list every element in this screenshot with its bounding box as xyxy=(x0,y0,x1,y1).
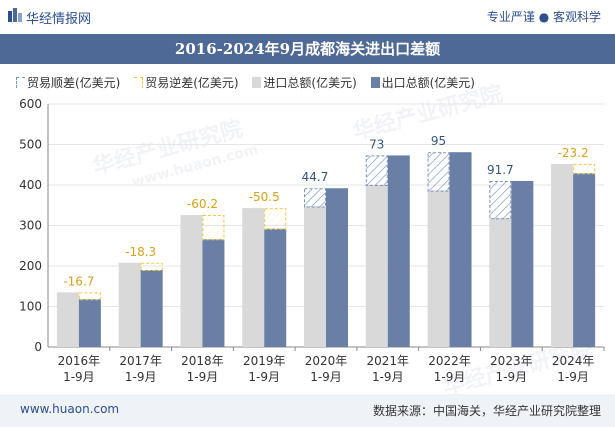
surplus-segment-4 xyxy=(304,188,326,208)
export-bar-7 xyxy=(511,180,534,347)
surplus-swatch xyxy=(16,77,25,88)
export-bar-1 xyxy=(140,270,163,347)
export-swatch xyxy=(370,77,380,88)
export-bar-6 xyxy=(449,152,472,347)
export-bar-3 xyxy=(264,228,287,347)
slogan: 专业严谨 ● 客观科学 xyxy=(486,10,601,24)
import-bar-5 xyxy=(365,185,388,347)
balance-label-2: -60.2 xyxy=(187,197,218,211)
x-tick-label-6-line-1: 1-9月 xyxy=(434,370,466,384)
legend-item-deficit: 贸易逆差(亿美元) xyxy=(134,74,239,91)
x-tick-label-0-line-0: 2016年 xyxy=(58,354,101,368)
export-bar-4 xyxy=(326,188,348,347)
deficit-segment-1 xyxy=(140,262,163,272)
balance-label-5: 73 xyxy=(369,137,384,151)
import-bar-0 xyxy=(56,292,79,347)
import-bar-6 xyxy=(427,190,450,347)
data-source: 数据来源：中国海关，华经产业研究院整理 xyxy=(372,404,601,418)
export-bar-5 xyxy=(387,155,410,347)
balance-label-0: -16.7 xyxy=(63,274,94,288)
legend: 贸易顺差(亿美元) 贸易逆差(亿美元) 进口总额(亿美元) 出口总额(亿美元) xyxy=(16,74,485,94)
balance-label-1: -18.3 xyxy=(125,245,156,259)
title-bar: 2016-2024年9月成都海关进出口差额 xyxy=(0,34,615,64)
y-tick-label-4: 400 xyxy=(19,178,42,192)
import-bar-1 xyxy=(118,262,141,347)
y-tick-label-2: 200 xyxy=(19,259,42,273)
logo-icon xyxy=(8,8,22,22)
x-tick-label-8-line-0: 2024年 xyxy=(552,354,595,368)
x-tick-label-4-line-1: 1-9月 xyxy=(310,370,342,384)
legend-item-surplus: 贸易顺差(亿美元) xyxy=(16,74,120,91)
x-tick-label-3-line-1: 1-9月 xyxy=(248,370,280,384)
legend-item-export: 出口总额(亿美元) xyxy=(370,74,475,91)
balance-label-7: 91.7 xyxy=(487,163,514,177)
surplus-segment-6 xyxy=(427,152,450,192)
deficit-swatch xyxy=(134,77,144,88)
export-bar-2 xyxy=(202,239,225,347)
legend-item-import: 进口总额(亿美元) xyxy=(252,74,357,91)
chart-svg: 0 100 200 300 400 500 600 -16.7 2016年 1-9月 -18.3 20… xyxy=(19,97,605,384)
legend-label-export: 出口总额(亿美元) xyxy=(381,76,475,90)
footer: www.huaon.com 数据来源：中国海关，华经产业研究院整理 xyxy=(0,394,615,427)
balance-label-4: 44.7 xyxy=(302,170,329,184)
deficit-segment-0 xyxy=(78,292,101,301)
header: 华经情报网 专业严谨 ● 客观科学 xyxy=(0,0,615,34)
x-tick-label-6-line-0: 2022年 xyxy=(428,354,471,368)
balance-label-3: -50.5 xyxy=(249,190,280,204)
y-tick-label-5: 500 xyxy=(19,138,42,152)
balance-label-6: 95 xyxy=(431,134,446,148)
x-tick-label-1-line-1: 1-9月 xyxy=(125,370,157,384)
balance-label-8: -23.2 xyxy=(558,146,589,160)
legend-label-import: 进口总额(亿美元) xyxy=(263,76,357,90)
deficit-segment-8 xyxy=(573,163,596,175)
y-tick-label-1: 100 xyxy=(19,300,42,314)
brand-name: 华经情报网 xyxy=(26,12,92,27)
x-tick-label-0-line-1: 1-9月 xyxy=(63,370,95,384)
import-swatch xyxy=(252,77,262,88)
surplus-segment-5 xyxy=(365,155,388,186)
legend-label-deficit: 贸易逆差(亿美元) xyxy=(145,76,239,90)
x-tick-label-4-line-0: 2020年 xyxy=(305,354,348,368)
x-tick-label-5-line-0: 2021年 xyxy=(367,354,410,368)
website-url[interactable]: www.huaon.com xyxy=(20,402,120,416)
x-tick-label-7-line-1: 1-9月 xyxy=(496,370,528,384)
x-tick-label-5-line-1: 1-9月 xyxy=(372,370,404,384)
import-bar-8 xyxy=(551,163,574,347)
x-tick-label-8-line-1: 1-9月 xyxy=(557,370,589,384)
import-bar-3 xyxy=(242,208,265,347)
x-tick-label-3-line-0: 2019年 xyxy=(243,354,286,368)
y-tick-label-3: 300 xyxy=(19,219,42,233)
import-bar-4 xyxy=(304,206,326,347)
x-tick-label-1-line-0: 2017年 xyxy=(119,354,162,368)
y-tick-label-6: 600 xyxy=(19,97,42,111)
surplus-segment-7 xyxy=(489,180,512,220)
x-tick-label-7-line-0: 2023年 xyxy=(490,354,533,368)
x-tick-label-2-line-0: 2018年 xyxy=(181,354,224,368)
export-bar-8 xyxy=(573,173,596,347)
chart-title: 2016-2024年9月成都海关进出口差额 xyxy=(174,40,441,58)
y-tick-label-0: 0 xyxy=(34,340,42,354)
export-bar-0 xyxy=(78,299,101,347)
import-bar-7 xyxy=(489,218,512,347)
import-bar-2 xyxy=(180,214,203,347)
deficit-segment-2 xyxy=(202,214,225,241)
x-tick-label-2-line-1: 1-9月 xyxy=(187,370,219,384)
deficit-segment-3 xyxy=(264,208,287,230)
legend-label-surplus: 贸易顺差(亿美元) xyxy=(27,76,121,90)
